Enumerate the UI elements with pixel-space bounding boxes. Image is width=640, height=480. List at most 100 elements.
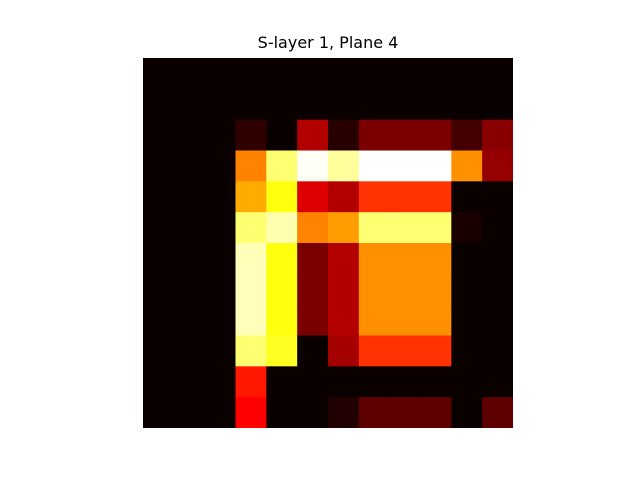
heatmap-cell-r11-c4 bbox=[266, 397, 298, 428]
heatmap-cell-r7-c8 bbox=[389, 273, 421, 306]
heatmap-cell-r7-c11 bbox=[482, 273, 513, 306]
heatmap-cell-r0-c11 bbox=[482, 58, 513, 90]
heatmap-cell-r6-c2 bbox=[204, 243, 236, 275]
heatmap-cell-r11-c2 bbox=[204, 397, 236, 428]
heatmap-cell-r2-c11 bbox=[482, 119, 513, 151]
heatmap-cell-r5-c11 bbox=[482, 212, 513, 244]
heatmap-cell-r6-c11 bbox=[482, 243, 513, 275]
heatmap-cell-r4-c11 bbox=[482, 181, 513, 213]
heatmap-cell-r4-c4 bbox=[266, 181, 298, 213]
heatmap-cell-r2-c5 bbox=[297, 119, 329, 151]
heatmap-cell-r9-c6 bbox=[328, 335, 360, 367]
heatmap-cell-r3-c11 bbox=[482, 150, 513, 182]
heatmap-cell-r5-c0 bbox=[143, 212, 175, 244]
heatmap-cell-r6-c8 bbox=[389, 243, 421, 275]
heatmap-cell-r5-c6 bbox=[328, 212, 360, 244]
heatmap-cell-r7-c4 bbox=[266, 273, 298, 306]
heatmap-cell-r7-c7 bbox=[358, 273, 391, 306]
heatmap-cell-r3-c8 bbox=[389, 150, 421, 182]
heatmap-cell-r8-c1 bbox=[173, 304, 206, 336]
heatmap-cell-r10-c7 bbox=[358, 366, 391, 398]
heatmap-cell-r11-c11 bbox=[482, 397, 513, 428]
heatmap-cell-r10-c5 bbox=[297, 366, 329, 398]
heatmap-cell-r0-c10 bbox=[451, 58, 483, 90]
heatmap-cell-r8-c11 bbox=[482, 304, 513, 336]
heatmap-cell-r2-c9 bbox=[420, 119, 452, 151]
heatmap-cell-r0-c5 bbox=[297, 58, 329, 90]
heatmap-cell-r6-c3 bbox=[235, 243, 267, 275]
heatmap-cell-r9-c8 bbox=[389, 335, 421, 367]
heatmap-cell-r2-c1 bbox=[173, 119, 206, 151]
heatmap-cell-r11-c5 bbox=[297, 397, 329, 428]
heatmap-cell-r5-c7 bbox=[358, 212, 391, 244]
heatmap-cell-r6-c10 bbox=[451, 243, 483, 275]
heatmap-cell-r9-c11 bbox=[482, 335, 513, 367]
heatmap-cell-r11-c7 bbox=[358, 397, 391, 428]
heatmap-cell-r2-c3 bbox=[235, 119, 267, 151]
heatmap-cell-r0-c6 bbox=[328, 58, 360, 90]
heatmap-cell-r11-c9 bbox=[420, 397, 452, 428]
heatmap-cell-r0-c1 bbox=[173, 58, 206, 90]
heatmap-cell-r3-c10 bbox=[451, 150, 483, 182]
heatmap-cell-r6-c6 bbox=[328, 243, 360, 275]
heatmap-cell-r0-c3 bbox=[235, 58, 267, 90]
heatmap-cell-r5-c10 bbox=[451, 212, 483, 244]
heatmap-cell-r10-c2 bbox=[204, 366, 236, 398]
heatmap-cell-r1-c0 bbox=[143, 88, 175, 121]
heatmap-cell-r2-c6 bbox=[328, 119, 360, 151]
heatmap-cell-r5-c5 bbox=[297, 212, 329, 244]
heatmap-cell-r1-c3 bbox=[235, 88, 267, 121]
heatmap-cell-r1-c10 bbox=[451, 88, 483, 121]
heatmap-cell-r5-c1 bbox=[173, 212, 206, 244]
heatmap-cell-r3-c1 bbox=[173, 150, 206, 182]
heatmap-cell-r9-c1 bbox=[173, 335, 206, 367]
heatmap-cell-r11-c10 bbox=[451, 397, 483, 428]
heatmap-cell-r0-c7 bbox=[358, 58, 391, 90]
heatmap-cell-r8-c5 bbox=[297, 304, 329, 336]
chart-title: S-layer 1, Plane 4 bbox=[257, 33, 399, 52]
heatmap-cell-r5-c9 bbox=[420, 212, 452, 244]
heatmap-cell-r3-c6 bbox=[328, 150, 360, 182]
heatmap-cell-r2-c4 bbox=[266, 119, 298, 151]
heatmap-cell-r6-c1 bbox=[173, 243, 206, 275]
heatmap-cell-r8-c6 bbox=[328, 304, 360, 336]
heatmap-cell-r8-c10 bbox=[451, 304, 483, 336]
heatmap-cell-r7-c5 bbox=[297, 273, 329, 306]
heatmap-cell-r4-c1 bbox=[173, 181, 206, 213]
heatmap-cell-r3-c5 bbox=[297, 150, 329, 182]
heatmap-cell-r1-c6 bbox=[328, 88, 360, 121]
heatmap-cell-r1-c8 bbox=[389, 88, 421, 121]
heatmap-cell-r5-c8 bbox=[389, 212, 421, 244]
heatmap-cell-r3-c7 bbox=[358, 150, 391, 182]
heatmap-cell-r4-c8 bbox=[389, 181, 421, 213]
heatmap-cell-r7-c9 bbox=[420, 273, 452, 306]
heatmap-cell-r8-c8 bbox=[389, 304, 421, 336]
heatmap-cell-r1-c1 bbox=[173, 88, 206, 121]
heatmap-cell-r1-c4 bbox=[266, 88, 298, 121]
heatmap-cell-r8-c0 bbox=[143, 304, 175, 336]
heatmap-cell-r10-c8 bbox=[389, 366, 421, 398]
heatmap-cell-r4-c5 bbox=[297, 181, 329, 213]
heatmap-cell-r7-c0 bbox=[143, 273, 175, 306]
heatmap-cell-r0-c8 bbox=[389, 58, 421, 90]
heatmap-cell-r8-c3 bbox=[235, 304, 267, 336]
heatmap-cell-r2-c8 bbox=[389, 119, 421, 151]
heatmap-cell-r1-c9 bbox=[420, 88, 452, 121]
heatmap-cell-r11-c8 bbox=[389, 397, 421, 428]
heatmap-cell-r4-c9 bbox=[420, 181, 452, 213]
heatmap-cell-r8-c7 bbox=[358, 304, 391, 336]
heatmap-cell-r10-c1 bbox=[173, 366, 206, 398]
heatmap-cell-r1-c11 bbox=[482, 88, 513, 121]
heatmap-cell-r9-c4 bbox=[266, 335, 298, 367]
heatmap-cell-r11-c1 bbox=[173, 397, 206, 428]
heatmap-cell-r9-c10 bbox=[451, 335, 483, 367]
heatmap-cell-r11-c6 bbox=[328, 397, 360, 428]
heatmap-cell-r3-c0 bbox=[143, 150, 175, 182]
heatmap-cell-r1-c7 bbox=[358, 88, 391, 121]
heatmap-cell-r7-c1 bbox=[173, 273, 206, 306]
heatmap-cell-r10-c4 bbox=[266, 366, 298, 398]
heatmap-cell-r3-c4 bbox=[266, 150, 298, 182]
heatmap-cell-r5-c4 bbox=[266, 212, 298, 244]
heatmap-cell-r9-c3 bbox=[235, 335, 267, 367]
